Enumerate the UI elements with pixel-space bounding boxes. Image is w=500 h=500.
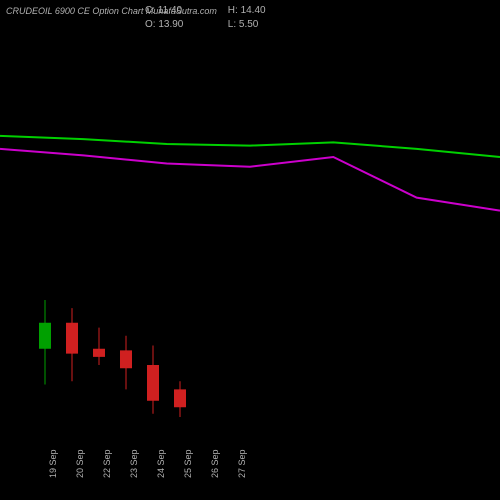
candle-body	[93, 349, 105, 357]
lower-band-line	[0, 149, 500, 211]
candle-body	[147, 365, 159, 401]
candle-body	[174, 389, 186, 407]
candle-body	[120, 350, 132, 368]
x-tick-label: 25 Sep	[183, 449, 193, 478]
candle-body	[39, 323, 51, 349]
x-tick-label: 27 Sep	[237, 449, 247, 478]
x-tick-label: 24 Sep	[156, 449, 166, 478]
price-chart	[0, 0, 500, 500]
x-tick-label: 26 Sep	[210, 449, 220, 478]
x-tick-label: 19 Sep	[48, 449, 58, 478]
x-tick-label: 20 Sep	[75, 449, 85, 478]
x-tick-label: 22 Sep	[102, 449, 112, 478]
candle-body	[66, 323, 78, 354]
x-tick-label: 23 Sep	[129, 449, 139, 478]
